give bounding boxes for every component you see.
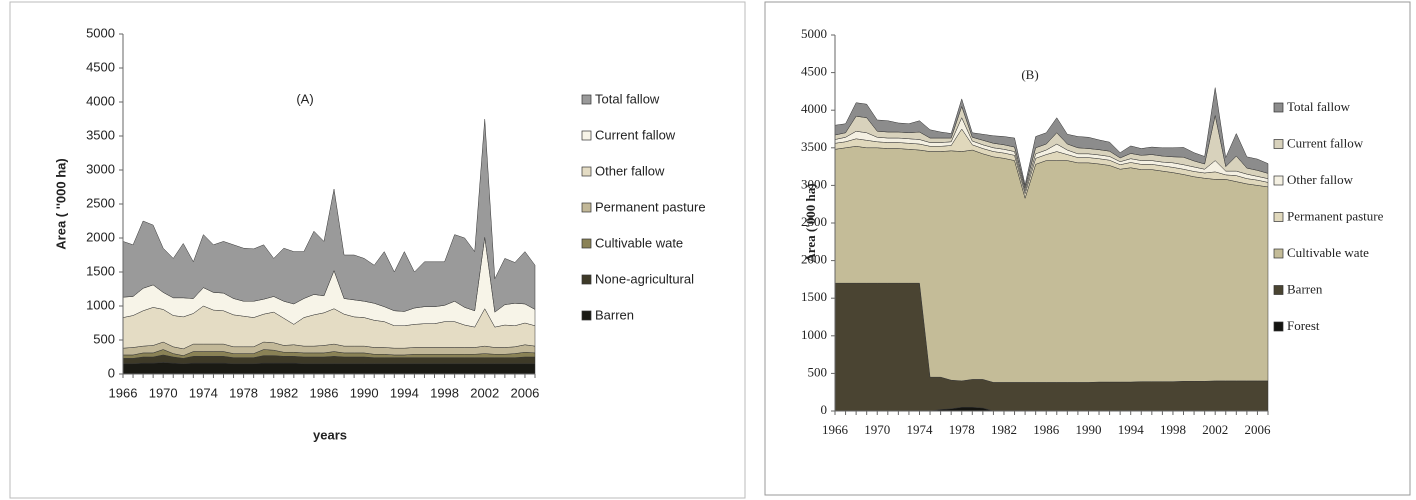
x-tick-label: 1994: [1118, 422, 1145, 437]
x-tick-label: 1998: [430, 385, 459, 400]
y-tick-label: 500: [93, 331, 115, 346]
x-axis-label: years: [313, 427, 347, 442]
x-tick-label: 1970: [149, 385, 178, 400]
y-tick-label: 4000: [86, 93, 115, 108]
area: [122, 362, 536, 375]
area: [834, 87, 1269, 189]
y-tick-label: 1000: [801, 327, 827, 342]
legend-swatch: [581, 166, 592, 177]
legend-swatch: [581, 238, 592, 249]
legend-label: Forest: [1287, 318, 1320, 333]
y-tick-label: 1500: [86, 263, 115, 278]
y-tick-label: 1000: [86, 297, 115, 312]
legend-swatch: [1273, 212, 1284, 222]
legend-label: Total fallow: [1287, 99, 1351, 114]
y-tick-label: 1500: [801, 289, 827, 304]
y-tick-label: 3500: [86, 127, 115, 142]
chart-b: 0 500 1000 1500 2000 2500 3000 3500 4000 4500 5000…: [801, 26, 1384, 437]
y-tick-label: 3500: [801, 139, 827, 154]
legend-swatch: [581, 274, 592, 285]
x-tick-label: 1994: [390, 385, 419, 400]
legend-swatch: [1273, 285, 1284, 295]
y-tick-label: 4500: [86, 59, 115, 74]
y-tick-label: 2500: [801, 214, 827, 229]
legend-label: Total fallow: [595, 91, 660, 106]
legend-label: Permanent pasture: [595, 199, 706, 214]
x-tick-label: 1986: [310, 385, 339, 400]
x-tick-label: 2002: [1202, 422, 1228, 437]
y-tick-label: 3000: [801, 176, 827, 191]
legend-label: Other fallow: [1287, 172, 1354, 187]
legend-label: Other fallow: [595, 163, 665, 178]
legend-label: Cultivable wate: [1287, 245, 1369, 260]
y-tick-label: 3000: [86, 161, 115, 176]
y-axis-label: Area ('000 ha): [803, 183, 818, 262]
chart-a: 0 500 1000 1500 2000 2500 3000 3500 4000 4500 5000…: [53, 25, 705, 442]
legend-label: Permanent pasture: [1287, 208, 1384, 223]
x-tick-label: 1978: [949, 422, 975, 437]
legend-swatch: [581, 202, 592, 213]
legend-swatch: [1273, 139, 1284, 149]
chart-title: (B): [1021, 67, 1038, 82]
legend-swatch: [1273, 321, 1284, 332]
x-tick-label: 1982: [269, 385, 298, 400]
legend-swatch: [1273, 248, 1284, 259]
x-tick-label: 1966: [822, 422, 849, 437]
x-tick-label: 1990: [350, 385, 379, 400]
y-tick-label: 5000: [86, 25, 115, 40]
legend-label: Cultivable wate: [595, 235, 683, 250]
legend-swatch: [1273, 175, 1284, 186]
y-tick-label: 2000: [801, 252, 827, 267]
x-tick-label: 1982: [991, 422, 1017, 437]
legend-label: None-agricultural: [595, 271, 694, 286]
x-tick-label: 1990: [1075, 422, 1101, 437]
x-tick-label: 1970: [864, 422, 890, 437]
y-tick-label: 0: [821, 402, 828, 417]
y-axis-label: Area ( ''000 ha): [53, 158, 68, 249]
x-tick-label: 1974: [906, 422, 933, 437]
legend-label: Current fallow: [595, 127, 676, 142]
x-tick-label: 1998: [1160, 422, 1186, 437]
x-tick-label: 2002: [470, 385, 499, 400]
area: [122, 118, 536, 313]
y-tick-label: 4000: [801, 101, 827, 116]
x-tick-label: 1974: [189, 385, 218, 400]
y-tick-label: 500: [808, 364, 828, 379]
x-tick-label: 1966: [109, 385, 138, 400]
y-tick-label: 0: [108, 365, 115, 380]
y-tick-label: 2000: [86, 229, 115, 244]
legend-label: Current fallow: [1287, 135, 1364, 150]
chart-title: (A): [296, 91, 313, 106]
legend-label: Barren: [1287, 281, 1323, 296]
legend-swatch: [1273, 102, 1284, 113]
legend-swatch: [581, 94, 592, 105]
x-tick-label: 1986: [1033, 422, 1060, 437]
x-tick-label: 1978: [229, 385, 258, 400]
x-tick-label: 2006: [1244, 422, 1271, 437]
x-tick-label: 2006: [510, 385, 539, 400]
y-tick-label: 5000: [801, 26, 827, 41]
y-tick-label: 4500: [801, 64, 827, 79]
legend-swatch: [581, 310, 592, 321]
legend-label: Barren: [595, 307, 634, 322]
y-tick-label: 2500: [86, 195, 115, 210]
legend-swatch: [581, 130, 592, 141]
